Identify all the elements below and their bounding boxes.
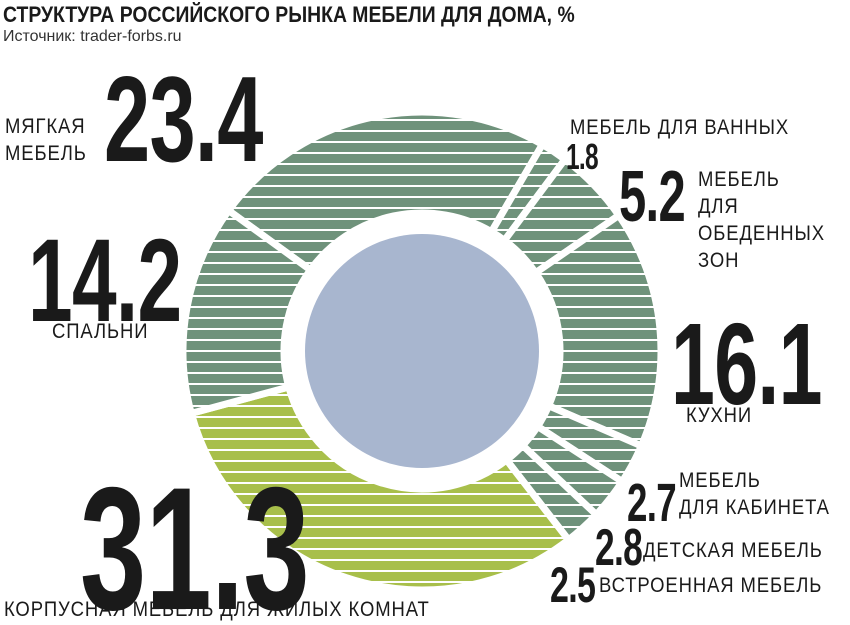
value-label: 16.1 bbox=[671, 299, 822, 429]
value-label: 14.2 bbox=[28, 215, 182, 347]
center-circle bbox=[305, 234, 539, 468]
stripes bbox=[182, 112, 661, 590]
segment-label: МЯГКАЯ МЕБЕЛЬ bbox=[5, 115, 87, 165]
segment-label: МЕБЕЛЬ ДЛЯ ВАННЫХ bbox=[570, 116, 790, 139]
value-label: 23.4 bbox=[104, 51, 263, 187]
chart-title: СТРУКТУРА РОССИЙСКОГО РЫНКА МЕБЕЛИ ДЛЯ Д… bbox=[3, 2, 575, 27]
value-label: 2.5 bbox=[550, 557, 596, 613]
chart-subtitle: Источник: trader-forbs.ru bbox=[3, 28, 182, 45]
value-label: 2.7 bbox=[627, 473, 677, 533]
value-label: 5.2 bbox=[619, 157, 686, 237]
segment-label: ДЕТСКАЯ МЕБЕЛЬ bbox=[643, 539, 823, 562]
segment-label: ВСТРОЕННАЯ МЕБЕЛЬ bbox=[599, 574, 823, 597]
segment-label: МЕБЕЛЬ ДЛЯ КАБИНЕТА bbox=[679, 469, 830, 519]
segment-label: СПАЛЬНИ bbox=[52, 320, 149, 343]
value-label: 2.8 bbox=[595, 519, 643, 577]
segment-label: МЕБЕЛЬ ДЛЯ ОБЕДЕННЫХ ЗОН bbox=[698, 168, 825, 272]
ring-outline bbox=[181, 110, 663, 592]
segment-label: КОРПУСНАЯ МЕБЕЛЬ ДЛЯ ЖИЛЫХ КОМНАТ bbox=[4, 598, 430, 621]
value-label: 1.8 bbox=[566, 136, 599, 177]
segment-label: КУХНИ bbox=[686, 404, 753, 427]
value-label: 31.3 bbox=[80, 452, 310, 625]
